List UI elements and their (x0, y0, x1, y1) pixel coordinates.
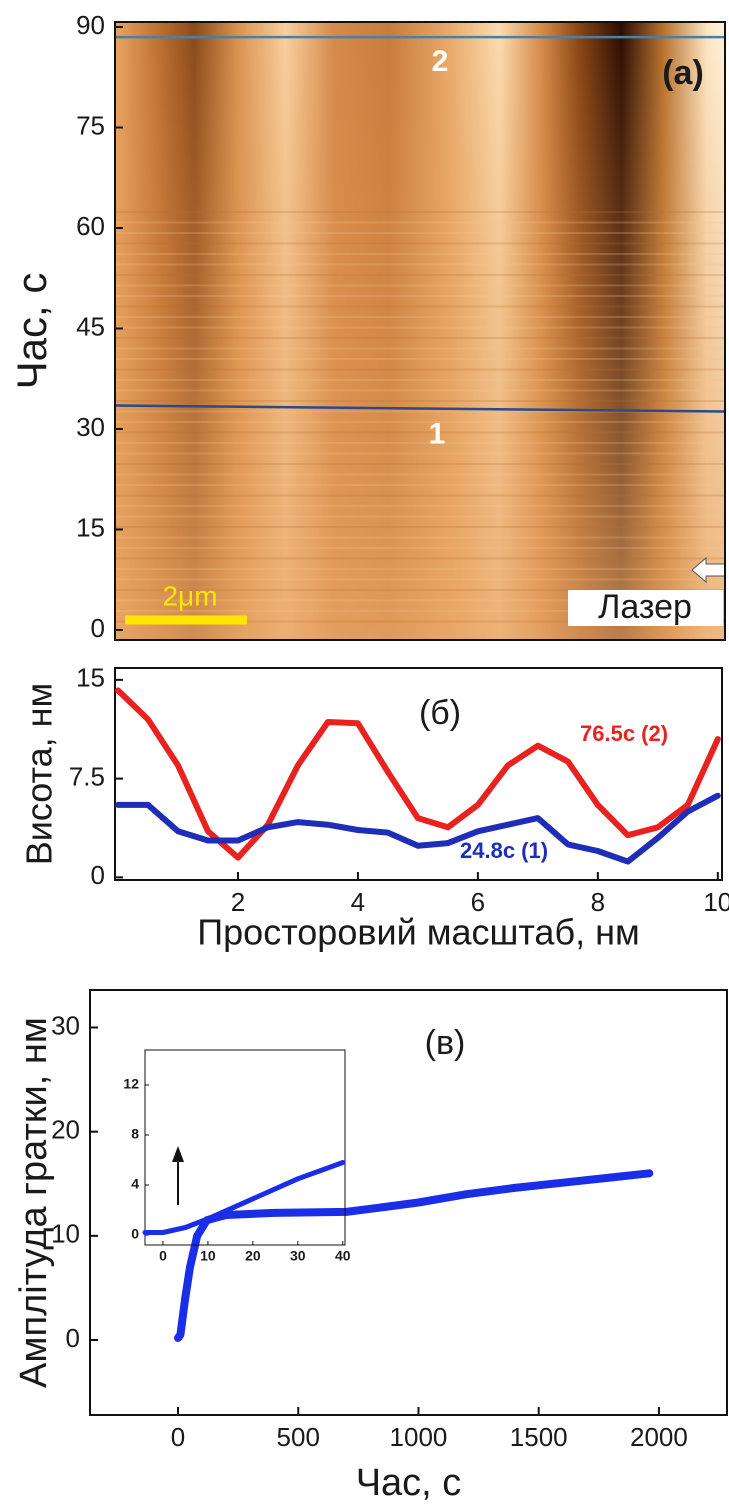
y-tick-label: 0 (91, 613, 105, 643)
x-tick-label: 1500 (510, 1422, 568, 1452)
y-tick-label: 60 (76, 211, 105, 241)
plot-frame (114, 667, 723, 881)
profile-label: 2 (432, 45, 449, 78)
plot-frame (144, 1049, 346, 1246)
data-line (115, 687, 721, 861)
x-tick-label: 30 (290, 1248, 306, 1264)
x-tick-label: 4 (351, 887, 365, 917)
x-tick-label: 1000 (390, 1422, 448, 1452)
panel-title: (в) (425, 1024, 466, 1062)
onset-arrow-head (172, 1146, 184, 1162)
x-tick-label: 2000 (630, 1422, 688, 1452)
y-tick-label: 0 (131, 1226, 139, 1242)
y-tick-label: 20 (51, 1115, 80, 1145)
x-tick-label: 10 (703, 887, 729, 917)
y-tick-label: 0 (91, 860, 105, 890)
series-label: 76.5с (2) (580, 721, 668, 746)
panel: 2 1 2μm Лазер 0 15 30 45 60 75 90 Час, с (a) (8, 10, 726, 643)
panel-title: (a) (662, 54, 704, 92)
panel: 0 4 8 12 0 10 20 30 40 (123, 1049, 351, 1264)
y-tick-label: 10 (51, 1219, 80, 1249)
series-label: 24.8с (1) (460, 838, 548, 863)
x-tick-label: 0 (171, 1422, 185, 1452)
y-tick-label: 90 (76, 10, 105, 40)
y-axis-label: Амплітуда гратки, нм (13, 1017, 55, 1388)
profile-line (114, 404, 726, 413)
y-tick-label: 30 (51, 1010, 80, 1040)
data-line (174, 1169, 654, 1342)
x-tick-label: 8 (591, 887, 605, 917)
y-axis-label: Висота, нм (19, 683, 60, 866)
y-tick-label: 8 (131, 1126, 139, 1142)
x-tick-label: 10 (200, 1248, 216, 1264)
plot-frame (89, 989, 728, 1416)
y-tick-label: 0 (66, 1323, 80, 1353)
y-tick-label: 15 (76, 663, 105, 693)
laser-label: Лазер (598, 588, 692, 626)
laser-box (568, 590, 723, 626)
profile-label: 1 (429, 417, 446, 450)
x-tick-label: 500 (277, 1422, 320, 1452)
x-tick-label: 0 (159, 1248, 167, 1264)
x-tick-label: 20 (245, 1248, 261, 1264)
y-tick-label: 15 (76, 512, 105, 542)
x-axis-label: Час, с (356, 1462, 462, 1504)
panel-title: (б) (419, 694, 461, 732)
y-tick-label: 30 (76, 412, 105, 442)
afm-image-shade (115, 22, 725, 640)
scale-bar-label: 2μm (162, 580, 217, 611)
y-tick-label: 12 (123, 1076, 139, 1092)
data-line (115, 792, 721, 865)
x-tick-label: 6 (471, 887, 485, 917)
x-tick-label: 40 (335, 1248, 351, 1264)
data-line (142, 1160, 346, 1235)
y-tick-label: 45 (76, 311, 105, 341)
x-tick-label: 2 (231, 887, 245, 917)
y-tick-label: 4 (131, 1176, 139, 1192)
plot-frame (114, 21, 726, 641)
panel: 0 7.5 15 2 4 6 8 10 Висота, нм Просторовий масшта… (19, 663, 729, 953)
y-tick-label: 7.5 (69, 761, 105, 791)
y-axis-label: Час, с (8, 273, 55, 390)
y-tick-label: 75 (76, 110, 105, 140)
x-axis-label: Просторовий масштаб, нм (197, 912, 639, 953)
